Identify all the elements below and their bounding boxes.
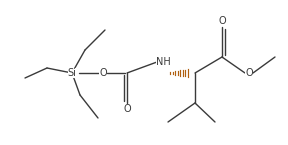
Text: O: O	[99, 68, 107, 78]
Text: Si: Si	[68, 68, 76, 78]
Text: O: O	[123, 104, 131, 114]
Text: NH: NH	[156, 57, 170, 67]
Text: O: O	[218, 16, 226, 26]
Text: O: O	[245, 68, 253, 78]
